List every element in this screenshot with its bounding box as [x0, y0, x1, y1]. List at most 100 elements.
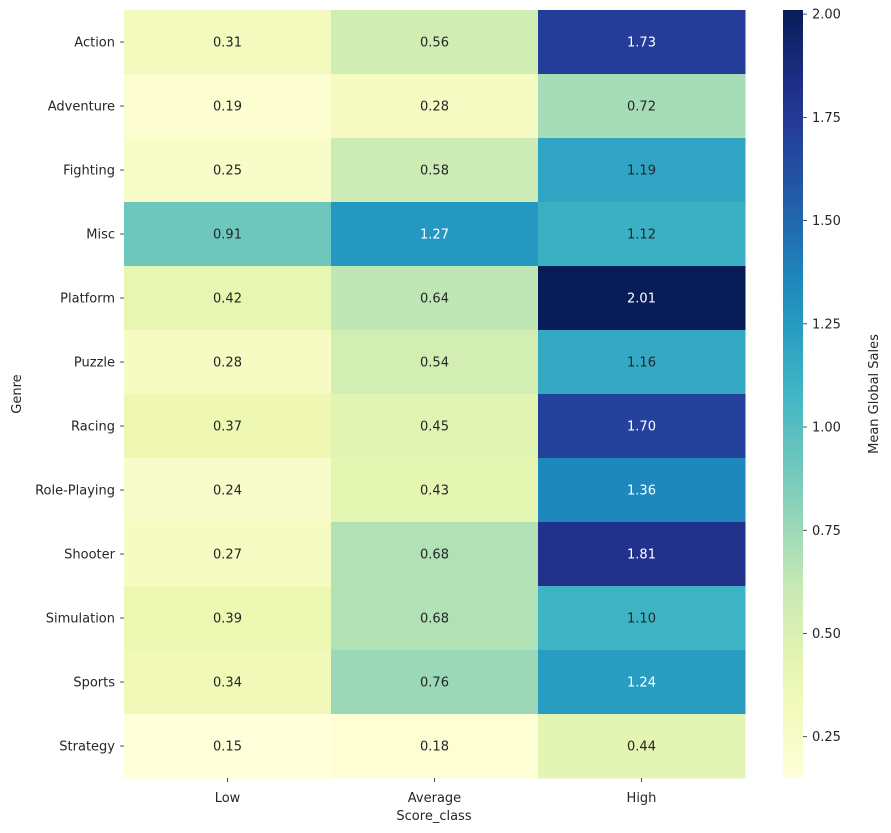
y-tick-label: Racing: [71, 420, 115, 435]
heatmap-cell: [331, 202, 539, 267]
heatmap-cell: [538, 650, 746, 715]
cell-value-label: 0.31: [213, 36, 242, 51]
colorbar-tick-label: 0.50: [812, 627, 841, 642]
heatmap-cell-labels: 0.31 0.56 1.73 0.19 0.28 0.72 0.25 0.58 1.19 0.91…: [213, 36, 656, 755]
colorbar-tick-label: 1.50: [812, 214, 841, 229]
heatmap-cell: [331, 394, 539, 459]
colorbar-tick-label: 0.25: [812, 730, 841, 745]
heatmap-cell: [331, 330, 539, 395]
cell-value-label: 0.42: [213, 292, 242, 307]
y-axis-ticks: Action Adventure Fighting Misc Platform Puzzl…: [35, 36, 124, 755]
heatmap-cell: [538, 458, 746, 523]
heatmap-cell: [124, 714, 332, 779]
x-tick-label: Low: [215, 791, 241, 806]
heatmap-cell: [538, 74, 746, 139]
cell-value-label: 0.37: [213, 420, 242, 435]
cell-value-label: 1.36: [627, 484, 656, 499]
cell-value-label: 0.68: [420, 548, 449, 563]
y-tick-label: Sports: [73, 676, 115, 691]
cell-value-label: 0.43: [420, 484, 449, 499]
heatmap-cell: [124, 202, 332, 267]
heatmap-cell: [124, 586, 332, 651]
heatmap-cell: [331, 458, 539, 523]
colorbar-tick-label: 2.00: [812, 8, 841, 23]
cell-value-label: 0.58: [420, 164, 449, 179]
heatmap-cell: [538, 394, 746, 459]
cell-value-label: 0.15: [213, 740, 242, 755]
cell-value-label: 0.45: [420, 420, 449, 435]
cell-value-label: 1.10: [627, 612, 656, 627]
heatmap-cell: [538, 10, 746, 75]
heatmap-cell: [538, 138, 746, 203]
heatmap-cell: [331, 266, 539, 331]
cell-value-label: 0.28: [420, 100, 449, 115]
heatmap-cell: [331, 74, 539, 139]
y-axis-label: Genre: [10, 374, 25, 413]
y-tick-label: Misc: [86, 228, 115, 243]
cell-value-label: 1.12: [627, 228, 656, 243]
colorbar-tick-label: 1.75: [812, 111, 841, 126]
heatmap-cell: [331, 10, 539, 75]
cell-value-label: 0.39: [213, 612, 242, 627]
heatmap-cell: [124, 330, 332, 395]
cell-value-label: 0.44: [627, 740, 656, 755]
cell-value-label: 0.91: [213, 228, 242, 243]
cell-value-label: 1.24: [627, 676, 656, 691]
heatmap-cell: [124, 10, 332, 75]
colorbar-tick-label: 0.75: [812, 524, 841, 539]
y-tick-label: Fighting: [63, 164, 115, 179]
cell-value-label: 0.27: [213, 548, 242, 563]
colorbar-tick-label: 1.25: [812, 317, 841, 332]
y-tick-label: Role-Playing: [35, 484, 115, 499]
cell-value-label: 0.28: [213, 356, 242, 371]
cell-value-label: 1.16: [627, 356, 656, 371]
heatmap-cell: [538, 330, 746, 395]
heatmap-cell: [331, 522, 539, 587]
colorbar-label: Mean Global Sales: [867, 334, 882, 454]
y-tick-label: Strategy: [59, 740, 115, 755]
cell-value-label: 0.24: [213, 484, 242, 499]
cell-value-label: 0.68: [420, 612, 449, 627]
cell-value-label: 0.56: [420, 36, 449, 51]
cell-value-label: 0.18: [420, 740, 449, 755]
heatmap-cell: [124, 74, 332, 139]
cell-value-label: 0.19: [213, 100, 242, 115]
heatmap-cell: [124, 522, 332, 587]
y-tick-label: Shooter: [64, 548, 115, 563]
heatmap-cell: [124, 394, 332, 459]
cell-value-label: 0.64: [420, 292, 449, 307]
x-axis-label: Score_class: [396, 809, 471, 824]
y-tick-label: Action: [74, 36, 115, 51]
cell-value-label: 1.19: [627, 164, 656, 179]
heatmap-cell: [538, 266, 746, 331]
cell-value-label: 1.70: [627, 420, 656, 435]
heatmap-cell: [124, 650, 332, 715]
colorbar-ticks: 0.25 0.50 0.75 1.00 1.25 1.50 1.75 2.00: [803, 8, 841, 745]
heatmap-cell: [538, 586, 746, 651]
x-tick-label: Average: [408, 791, 461, 806]
x-axis-ticks: Low Average High: [215, 778, 657, 806]
cell-value-label: 0.54: [420, 356, 449, 371]
heatmap-cell: [124, 458, 332, 523]
cell-value-label: 1.27: [420, 228, 449, 243]
heatmap-cell: [331, 138, 539, 203]
x-tick-label: High: [627, 791, 657, 806]
colorbar-tick-label: 1.00: [812, 421, 841, 436]
cell-value-label: 1.81: [627, 548, 656, 563]
cell-value-label: 2.01: [627, 292, 656, 307]
heatmap-cell: [538, 202, 746, 267]
cell-value-label: 0.76: [420, 676, 449, 691]
cell-value-label: 0.25: [213, 164, 242, 179]
y-tick-label: Simulation: [46, 612, 115, 627]
y-tick-label: Platform: [60, 292, 115, 307]
y-tick-label: Adventure: [48, 100, 115, 115]
cell-value-label: 1.73: [627, 36, 656, 51]
heatmap-cell: [124, 138, 332, 203]
heatmap-cell: [538, 714, 746, 779]
y-tick-label: Puzzle: [74, 356, 115, 371]
heatmap-cells: [124, 10, 746, 779]
heatmap-cell: [331, 586, 539, 651]
heatmap-cell: [538, 522, 746, 587]
heatmap-cell: [124, 266, 332, 331]
